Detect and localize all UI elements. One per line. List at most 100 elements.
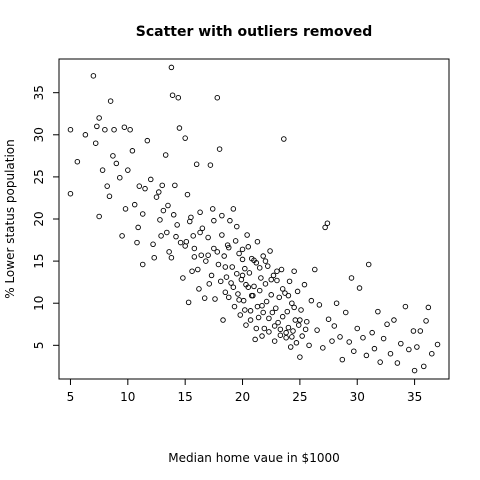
data-point [226,244,232,251]
data-point [301,281,308,288]
data-point [203,258,209,264]
data-point [287,344,294,350]
x-tick-label: 30 [350,390,365,404]
data-point [67,190,74,197]
data-point [255,314,262,321]
data-point [96,115,102,121]
data-point [414,344,420,350]
data-point [262,281,269,287]
data-point [292,317,299,323]
data-point [343,309,349,316]
data-point [166,249,172,255]
data-point [201,295,208,301]
data-point [127,126,133,133]
data-point [289,334,295,340]
data-point [111,126,117,133]
data-point [291,304,297,311]
data-point [197,209,203,216]
data-point [256,287,263,294]
data-point [159,182,165,189]
data-point [196,286,202,292]
data-point [226,294,232,301]
data-point [230,284,237,290]
data-point [242,265,248,272]
data-point [236,250,242,257]
data-point [391,317,397,323]
data-point [174,222,180,228]
data-point [239,272,246,279]
data-point [360,334,366,341]
data-point [325,316,332,322]
y-tick-label: 15 [32,253,46,268]
data-point [139,211,146,217]
data-point [211,245,217,252]
data-point [222,289,229,296]
data-point [278,266,285,273]
data-point [182,243,188,249]
data-point [365,261,372,268]
data-point [298,307,304,313]
data-point [247,317,254,323]
data-point [251,257,257,264]
data-point [119,233,125,239]
data-point [164,229,170,236]
data-point [195,266,201,273]
data-point [297,354,303,360]
x-tick-label: 35 [407,390,422,404]
data-point [371,345,378,352]
data-point [290,328,296,334]
data-point [406,346,412,353]
data-point [90,73,97,79]
data-point [156,189,162,195]
data-point [160,207,167,214]
data-point [234,223,240,230]
data-point [208,272,215,279]
data-point [314,327,320,333]
data-point [279,286,286,292]
data-point [271,323,278,329]
data-point [421,363,427,370]
data-point [211,217,217,224]
data-point [283,329,289,336]
data-point [277,326,284,333]
data-point [168,64,175,71]
data-point [277,332,284,338]
x-tick-label: 15 [178,390,193,404]
data-point [312,266,318,273]
data-point [237,312,243,318]
data-point [188,214,194,221]
data-point [102,126,108,133]
data-point [180,275,186,281]
y-tick-label: 35 [32,85,46,100]
x-tick-label: 25 [292,390,307,404]
data-point [259,302,265,309]
data-point [82,132,89,138]
data-point [220,317,226,323]
data-point [234,270,240,277]
data-point [224,242,231,248]
data-point [206,281,213,287]
y-axis: 5 10 15 20 25 30 35 [32,85,59,349]
data-point [260,253,266,259]
data-point [384,321,390,328]
data-point [99,167,106,173]
data-point [232,238,239,244]
data-point [104,183,110,189]
data-point [198,252,204,258]
data-point [223,274,230,280]
data-point [158,233,164,239]
data-point [289,300,295,306]
data-point [193,161,200,168]
data-point [263,298,270,305]
data-point [144,137,151,144]
data-point [299,333,305,339]
data-point [259,333,265,339]
data-point [308,297,315,304]
data-point [346,339,352,345]
data-point [168,254,175,261]
data-point [151,254,157,261]
data-point [219,212,225,219]
data-point [139,261,146,268]
data-point [333,300,340,306]
data-point [227,217,233,224]
